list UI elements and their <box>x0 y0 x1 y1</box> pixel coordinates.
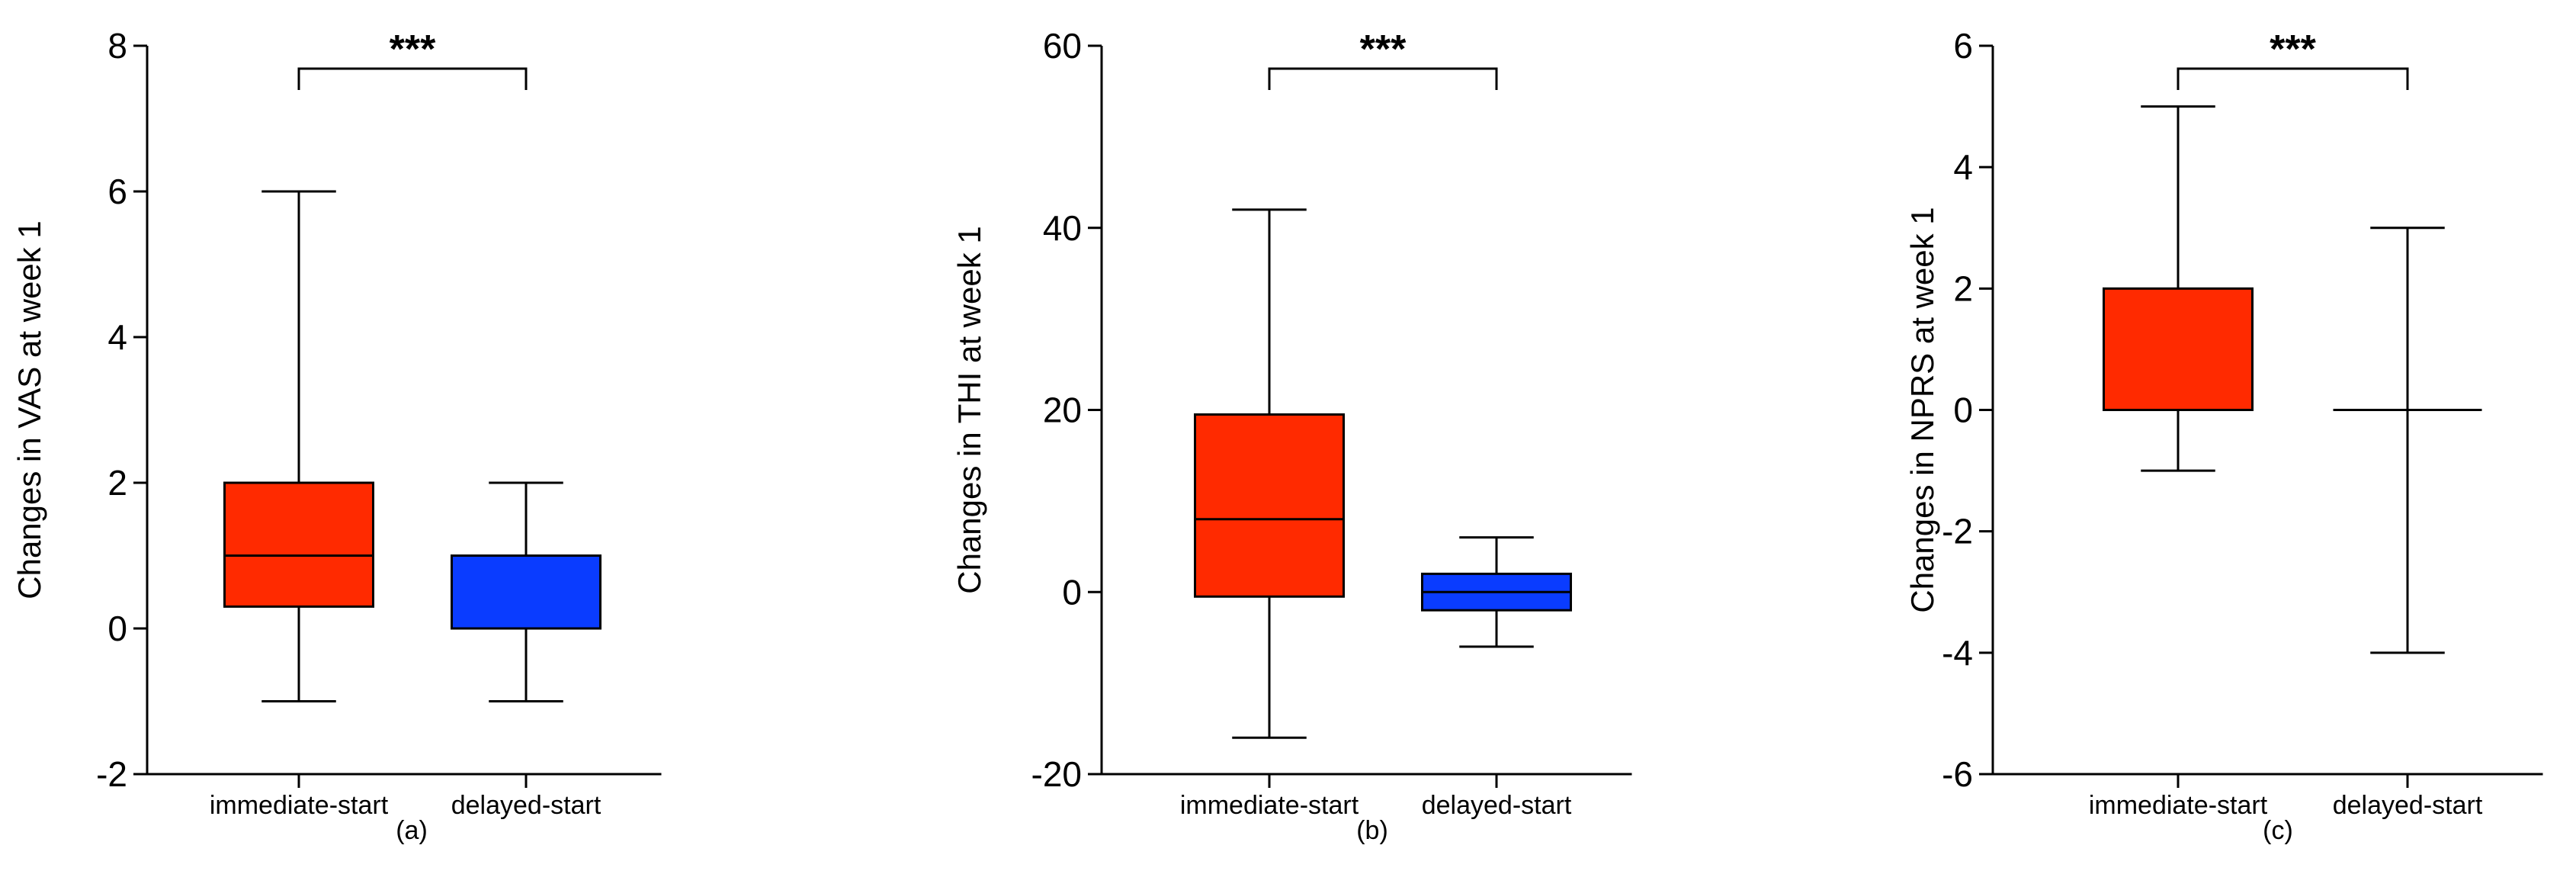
y-tick-label: -2 <box>96 754 127 794</box>
significance-label: *** <box>2270 27 2316 72</box>
y-tick-label: 8 <box>107 26 127 66</box>
y-axis-title: Changes in VAS at week 1 <box>11 220 47 599</box>
box-delayed-start <box>451 554 601 630</box>
y-tick-label: 2 <box>107 463 127 503</box>
significance-bracket <box>1268 67 1498 90</box>
x-tick-label: delayed-start <box>2333 791 2483 820</box>
chart-panel-1: -2 0 2 4 6 8 Changes in VAS at week 1 immediate… <box>11 26 662 845</box>
y-tick-label: -20 <box>1031 754 1082 794</box>
x-tick-label: delayed-start <box>1422 791 1572 820</box>
panel-label: (a) <box>396 816 428 845</box>
chart-panel-3: -6 -4 -2 0 2 4 6 Changes in NPRS at week 1 immed… <box>1904 26 2543 845</box>
box-immediate-start <box>2103 287 2254 412</box>
y-tick-label: 60 <box>1043 26 1082 66</box>
y-tick-label: 0 <box>1953 390 1973 430</box>
y-tick-label: 0 <box>107 609 127 648</box>
x-tick-label: immediate-start <box>210 791 389 820</box>
y-tick-label: -6 <box>1942 754 1973 794</box>
x-tick-label: immediate-start <box>1180 791 1359 820</box>
significance-label: *** <box>1360 27 1407 72</box>
significance-label: *** <box>390 27 436 72</box>
significance-bracket <box>2177 67 2409 90</box>
x-tick-label: delayed-start <box>451 791 601 820</box>
y-tick-label: 0 <box>1062 572 1082 612</box>
box-immediate-start <box>223 481 374 608</box>
box-immediate-start <box>1194 413 1345 598</box>
y-tick-label: 40 <box>1043 208 1082 248</box>
y-tick-label: 6 <box>107 172 127 211</box>
significance-bracket <box>297 67 528 90</box>
y-axis-title: Changes in THI at week 1 <box>951 226 987 594</box>
y-tick-label: -4 <box>1942 633 1973 673</box>
y-tick-label: -2 <box>1942 512 1973 551</box>
panel-label: (b) <box>1356 816 1388 845</box>
chart-panel-2: -20 0 20 40 60 Changes in THI at week 1 immedi… <box>951 26 1632 845</box>
y-tick-label: 2 <box>1953 268 1973 308</box>
y-tick-label: 6 <box>1953 26 1973 66</box>
x-tick-label: immediate-start <box>2089 791 2268 820</box>
y-axis-title: Changes in NPRS at week 1 <box>1904 207 1940 612</box>
panel-label: (c) <box>2263 816 2293 845</box>
y-tick-label: 4 <box>107 317 127 357</box>
y-tick-label: 20 <box>1043 390 1082 430</box>
y-tick-label: 4 <box>1953 147 1973 187</box>
